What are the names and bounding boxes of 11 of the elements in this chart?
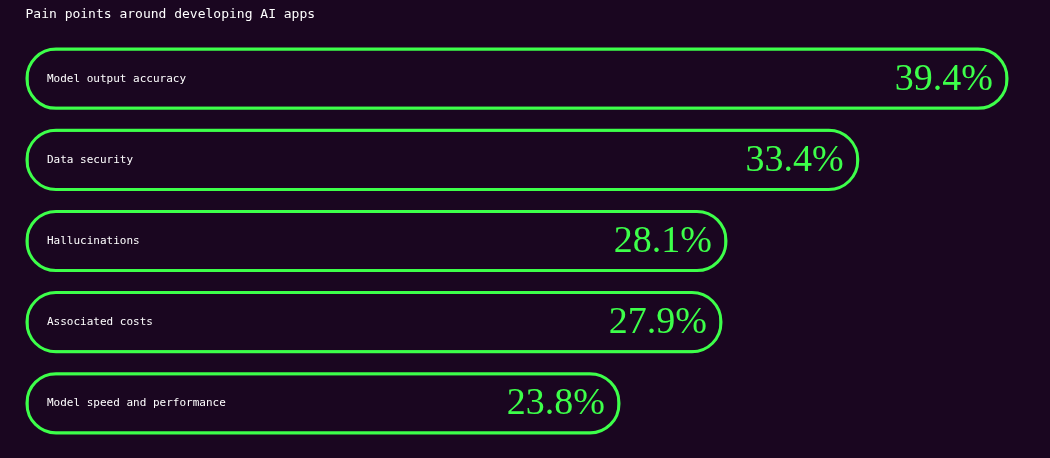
chart-title: Pain points around developing AI apps xyxy=(25,6,316,21)
data-label: 27.9% xyxy=(608,299,707,342)
y-tick-label: Data security xyxy=(47,152,134,166)
data-label: 23.8% xyxy=(506,380,605,423)
y-tick-label: Associated costs xyxy=(47,315,153,329)
data-label: 28.1% xyxy=(613,218,712,260)
y-tick-label: Model output accuracy xyxy=(47,71,187,85)
y-tick-label: Hallucinations xyxy=(47,234,140,247)
y-tick-label: Model speed and performance xyxy=(47,396,226,410)
data-label: 33.4% xyxy=(745,136,844,179)
data-label: 39.4% xyxy=(894,55,993,98)
